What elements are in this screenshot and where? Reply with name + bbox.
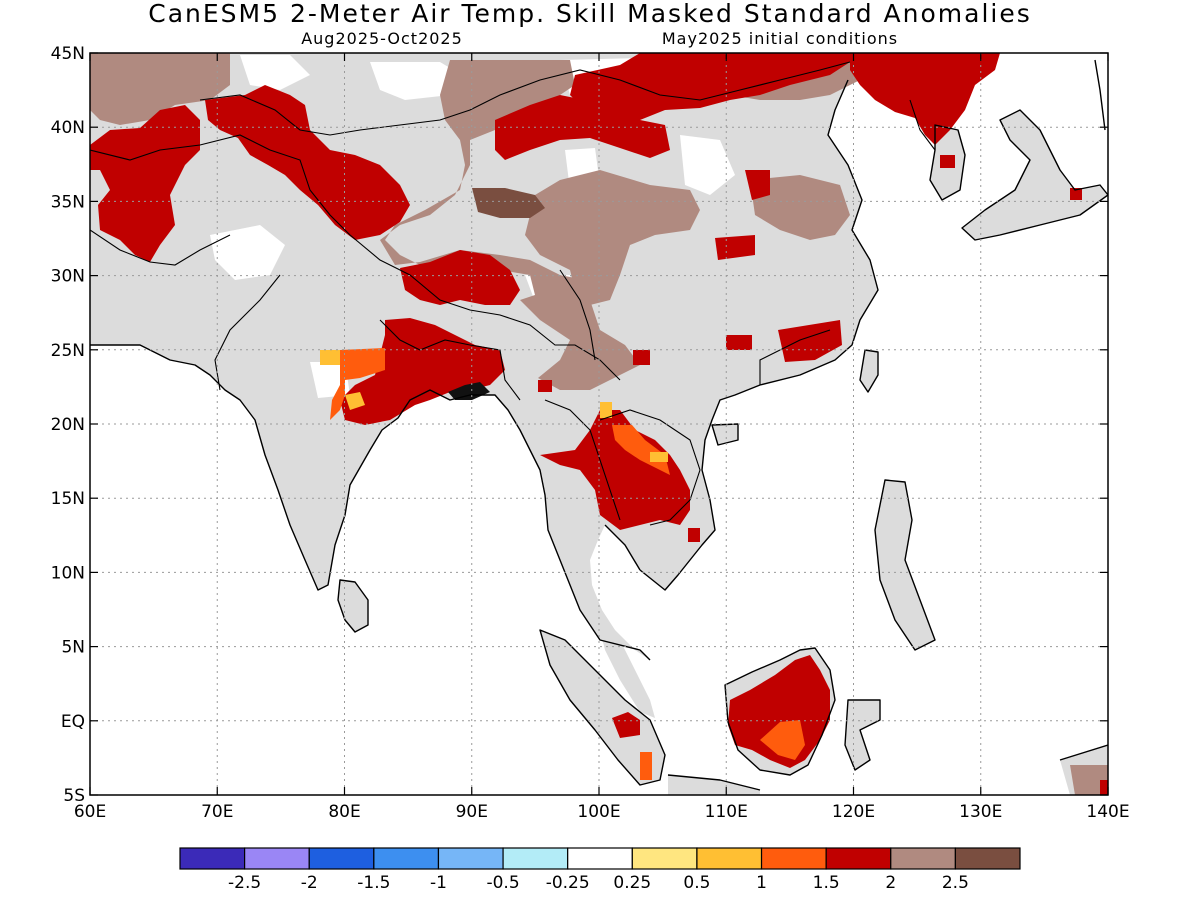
- tibet-darkbrown: [472, 188, 545, 218]
- india-orange: [330, 348, 385, 420]
- kashmir-red: [205, 85, 410, 240]
- philippines-land: [875, 480, 935, 650]
- lat-tick-label: 25N: [51, 341, 85, 361]
- colorbar-swatch: [373, 847, 440, 870]
- colorbar-label: 2.5: [942, 873, 969, 893]
- manchuria-red: [850, 53, 1000, 145]
- colorbar-legend: -2.5 -2 -1.5 -1 -0.5 -0.25 0.25 0.5 1 1.5 2 2.5: [179, 847, 1021, 893]
- colorbar-swatch: [179, 847, 246, 870]
- lon-tick-label: 70E: [201, 802, 233, 822]
- colorbar-swatch: [631, 847, 698, 870]
- lat-tick-label: 5N: [61, 638, 85, 658]
- colorbar-swatch: [567, 847, 633, 870]
- forecast-period: Aug2025-Oct2025: [301, 29, 463, 48]
- colorbar-label: -1: [430, 873, 447, 893]
- borneo-red: [728, 655, 830, 768]
- colorbar-label: 1: [756, 873, 767, 893]
- colorbar-swatch: [244, 847, 310, 870]
- colorbar-label: -2: [301, 873, 318, 893]
- anomaly-2-to-2p5-regions: [90, 53, 1108, 795]
- colorbar-swatch: [825, 847, 892, 870]
- anomaly-1-to-1p5-regions: [320, 348, 805, 780]
- lat-tick-label: 30N: [51, 267, 85, 287]
- west-central-asia-red: [90, 105, 200, 262]
- lat-tick-label: 20N: [51, 415, 85, 435]
- initial-conditions: May2025 initial conditions: [662, 29, 898, 48]
- colorbar-swatch: [437, 847, 504, 870]
- central-asia-brown: [90, 53, 230, 125]
- lon-tick-label: 80E: [328, 802, 360, 822]
- lat-tick-label: 15N: [51, 489, 85, 509]
- lat-tick-label: 45N: [51, 44, 85, 64]
- colorbar-swatch: [696, 847, 763, 870]
- lat-tick-label: 35N: [51, 192, 85, 212]
- lon-tick-label: 100E: [577, 802, 620, 822]
- sri-lanka-land: [338, 580, 368, 632]
- sumatra-land: [540, 630, 665, 785]
- colorbar-label: 2: [885, 873, 896, 893]
- anomaly-1p5-to-2-regions: [90, 53, 1108, 795]
- sulawesi-land: [845, 700, 880, 770]
- lon-tick-label: 60E: [74, 802, 106, 822]
- colorbar-swatch: [502, 847, 569, 870]
- map-plot-area: [90, 53, 1108, 795]
- mongolia-red: [570, 53, 850, 125]
- colorbar-swatch: [308, 847, 375, 870]
- gridlines: [90, 53, 1108, 795]
- hainan-land: [712, 424, 738, 445]
- lat-tick-label: 10N: [51, 563, 85, 583]
- bengal-red: [340, 318, 505, 425]
- lat-tick-label: EQ: [61, 712, 85, 732]
- colorbar-label: 0.5: [683, 873, 710, 893]
- colorbar-label: -0.5: [486, 873, 519, 893]
- lat-tick-label: 5S: [63, 786, 85, 806]
- lat-tick-label: 40N: [51, 118, 85, 138]
- map-title: CanESM5 2-Meter Air Temp. Skill Masked S…: [148, 0, 1032, 28]
- laos-orange: [612, 425, 670, 475]
- borneo-orange: [760, 720, 805, 760]
- tibet-brown: [380, 60, 640, 390]
- lon-tick-label: 90E: [456, 802, 488, 822]
- lon-tick-label: 140E: [1086, 802, 1129, 822]
- lon-tick-label: 120E: [832, 802, 875, 822]
- colorbar-swatch: [760, 847, 827, 870]
- lon-tick-label: 130E: [959, 802, 1002, 822]
- java-land: [668, 775, 760, 795]
- japan-land: [962, 110, 1108, 240]
- indochina-red: [540, 410, 690, 530]
- country-borders: [90, 61, 936, 526]
- colorbar-label: 1.5: [813, 873, 840, 893]
- colorbar-label: -2.5: [228, 873, 261, 893]
- colorbar-swatch: [954, 847, 1021, 870]
- map-axes: 60E 70E 80E 90E 100E 110E 120E 130E 140E 45N 40N 35…: [51, 44, 1130, 822]
- colorbar-label: -1.5: [357, 873, 390, 893]
- sumatra-red: [612, 712, 640, 738]
- colorbar-label: -0.25: [546, 873, 590, 893]
- north-china-brown: [525, 170, 700, 305]
- colorbar-label: 0.25: [613, 873, 651, 893]
- lon-tick-label: 110E: [705, 802, 748, 822]
- malay-peninsula-land: [595, 610, 655, 718]
- colorbar-swatch: [890, 847, 956, 870]
